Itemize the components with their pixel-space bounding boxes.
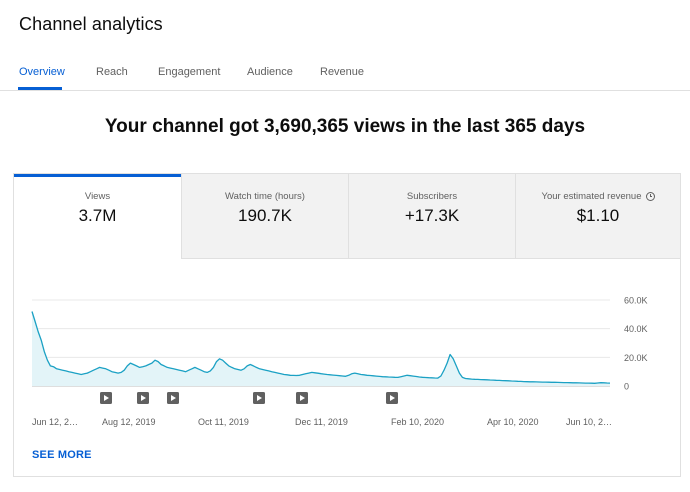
metric-label: Watch time (hours)	[182, 191, 348, 202]
play-icon[interactable]	[386, 392, 398, 404]
y-tick-label: 60.0K	[624, 296, 648, 306]
y-tick-label: 40.0K	[624, 324, 648, 334]
metric-label-text: Views	[84, 191, 111, 202]
clock-icon	[645, 192, 655, 201]
play-icon[interactable]	[137, 392, 149, 404]
metric-subscribers[interactable]: Subscribers +17.3K	[348, 174, 515, 259]
x-tick-label: Dec 11, 2019	[295, 417, 348, 427]
metric-label: Subscribers	[349, 191, 515, 202]
metric-value: $1.10	[576, 206, 620, 225]
page-title: Channel analytics	[19, 14, 163, 34]
play-icon[interactable]	[296, 392, 308, 404]
y-tick-label: 20.0K	[624, 353, 648, 363]
metric-label: Your estimated revenue	[516, 191, 680, 202]
x-tick-label: Apr 10, 2020	[487, 417, 539, 427]
views-line	[31, 311, 611, 384]
metric-views[interactable]: Views 3.7M	[14, 174, 181, 259]
metric-value: +17.3K	[404, 206, 460, 225]
x-tick-label: Aug 12, 2019	[102, 417, 156, 427]
views-chart: 60.0K 40.0K 20.0K 0 Jun 12, 2… Aug 12, 2019 Oc…	[31, 296, 648, 427]
views-area	[32, 311, 610, 386]
metric-estimated-revenue[interactable]: Your estimated revenue $1.10	[515, 174, 680, 259]
metric-value: 3.7M	[78, 206, 117, 225]
x-tick-label: Oct 11, 2019	[198, 417, 249, 427]
tab-overview[interactable]: Overview	[19, 66, 65, 78]
play-icon[interactable]	[253, 392, 265, 404]
x-tick-label: Feb 10, 2020	[391, 417, 444, 427]
metric-label: Views	[14, 191, 181, 202]
metric-label-text: Watch time (hours)	[225, 191, 305, 202]
y-tick-label: 0	[624, 382, 629, 392]
metric-label-text: Subscribers	[406, 191, 458, 202]
see-more-link[interactable]: SEE MORE	[32, 449, 92, 461]
play-icon[interactable]	[100, 392, 112, 404]
x-tick-label: Jun 10, 2…	[566, 417, 612, 427]
metric-value: 190.7K	[238, 206, 292, 225]
tab-revenue[interactable]: Revenue	[320, 66, 365, 78]
tab-audience[interactable]: Audience	[247, 66, 293, 78]
metric-label-text: Your estimated revenue	[541, 191, 642, 202]
summary-headline: Your channel got 3,690,365 views in the …	[104, 116, 586, 137]
metric-tabs: Views 3.7M Watch time (hours) 190.7K Sub…	[14, 174, 680, 259]
x-tick-label: Jun 12, 2…	[32, 417, 78, 427]
tab-bar: Overview Reach Engagement Audience Reven…	[0, 56, 690, 91]
analytics-card: Views 3.7M Watch time (hours) 190.7K Sub…	[13, 173, 681, 477]
metric-watch-time[interactable]: Watch time (hours) 190.7K	[181, 174, 348, 259]
play-icon[interactable]	[167, 392, 179, 404]
tab-reach[interactable]: Reach	[96, 66, 128, 78]
tab-engagement[interactable]: Engagement	[158, 66, 221, 78]
active-tab-indicator	[18, 87, 62, 90]
